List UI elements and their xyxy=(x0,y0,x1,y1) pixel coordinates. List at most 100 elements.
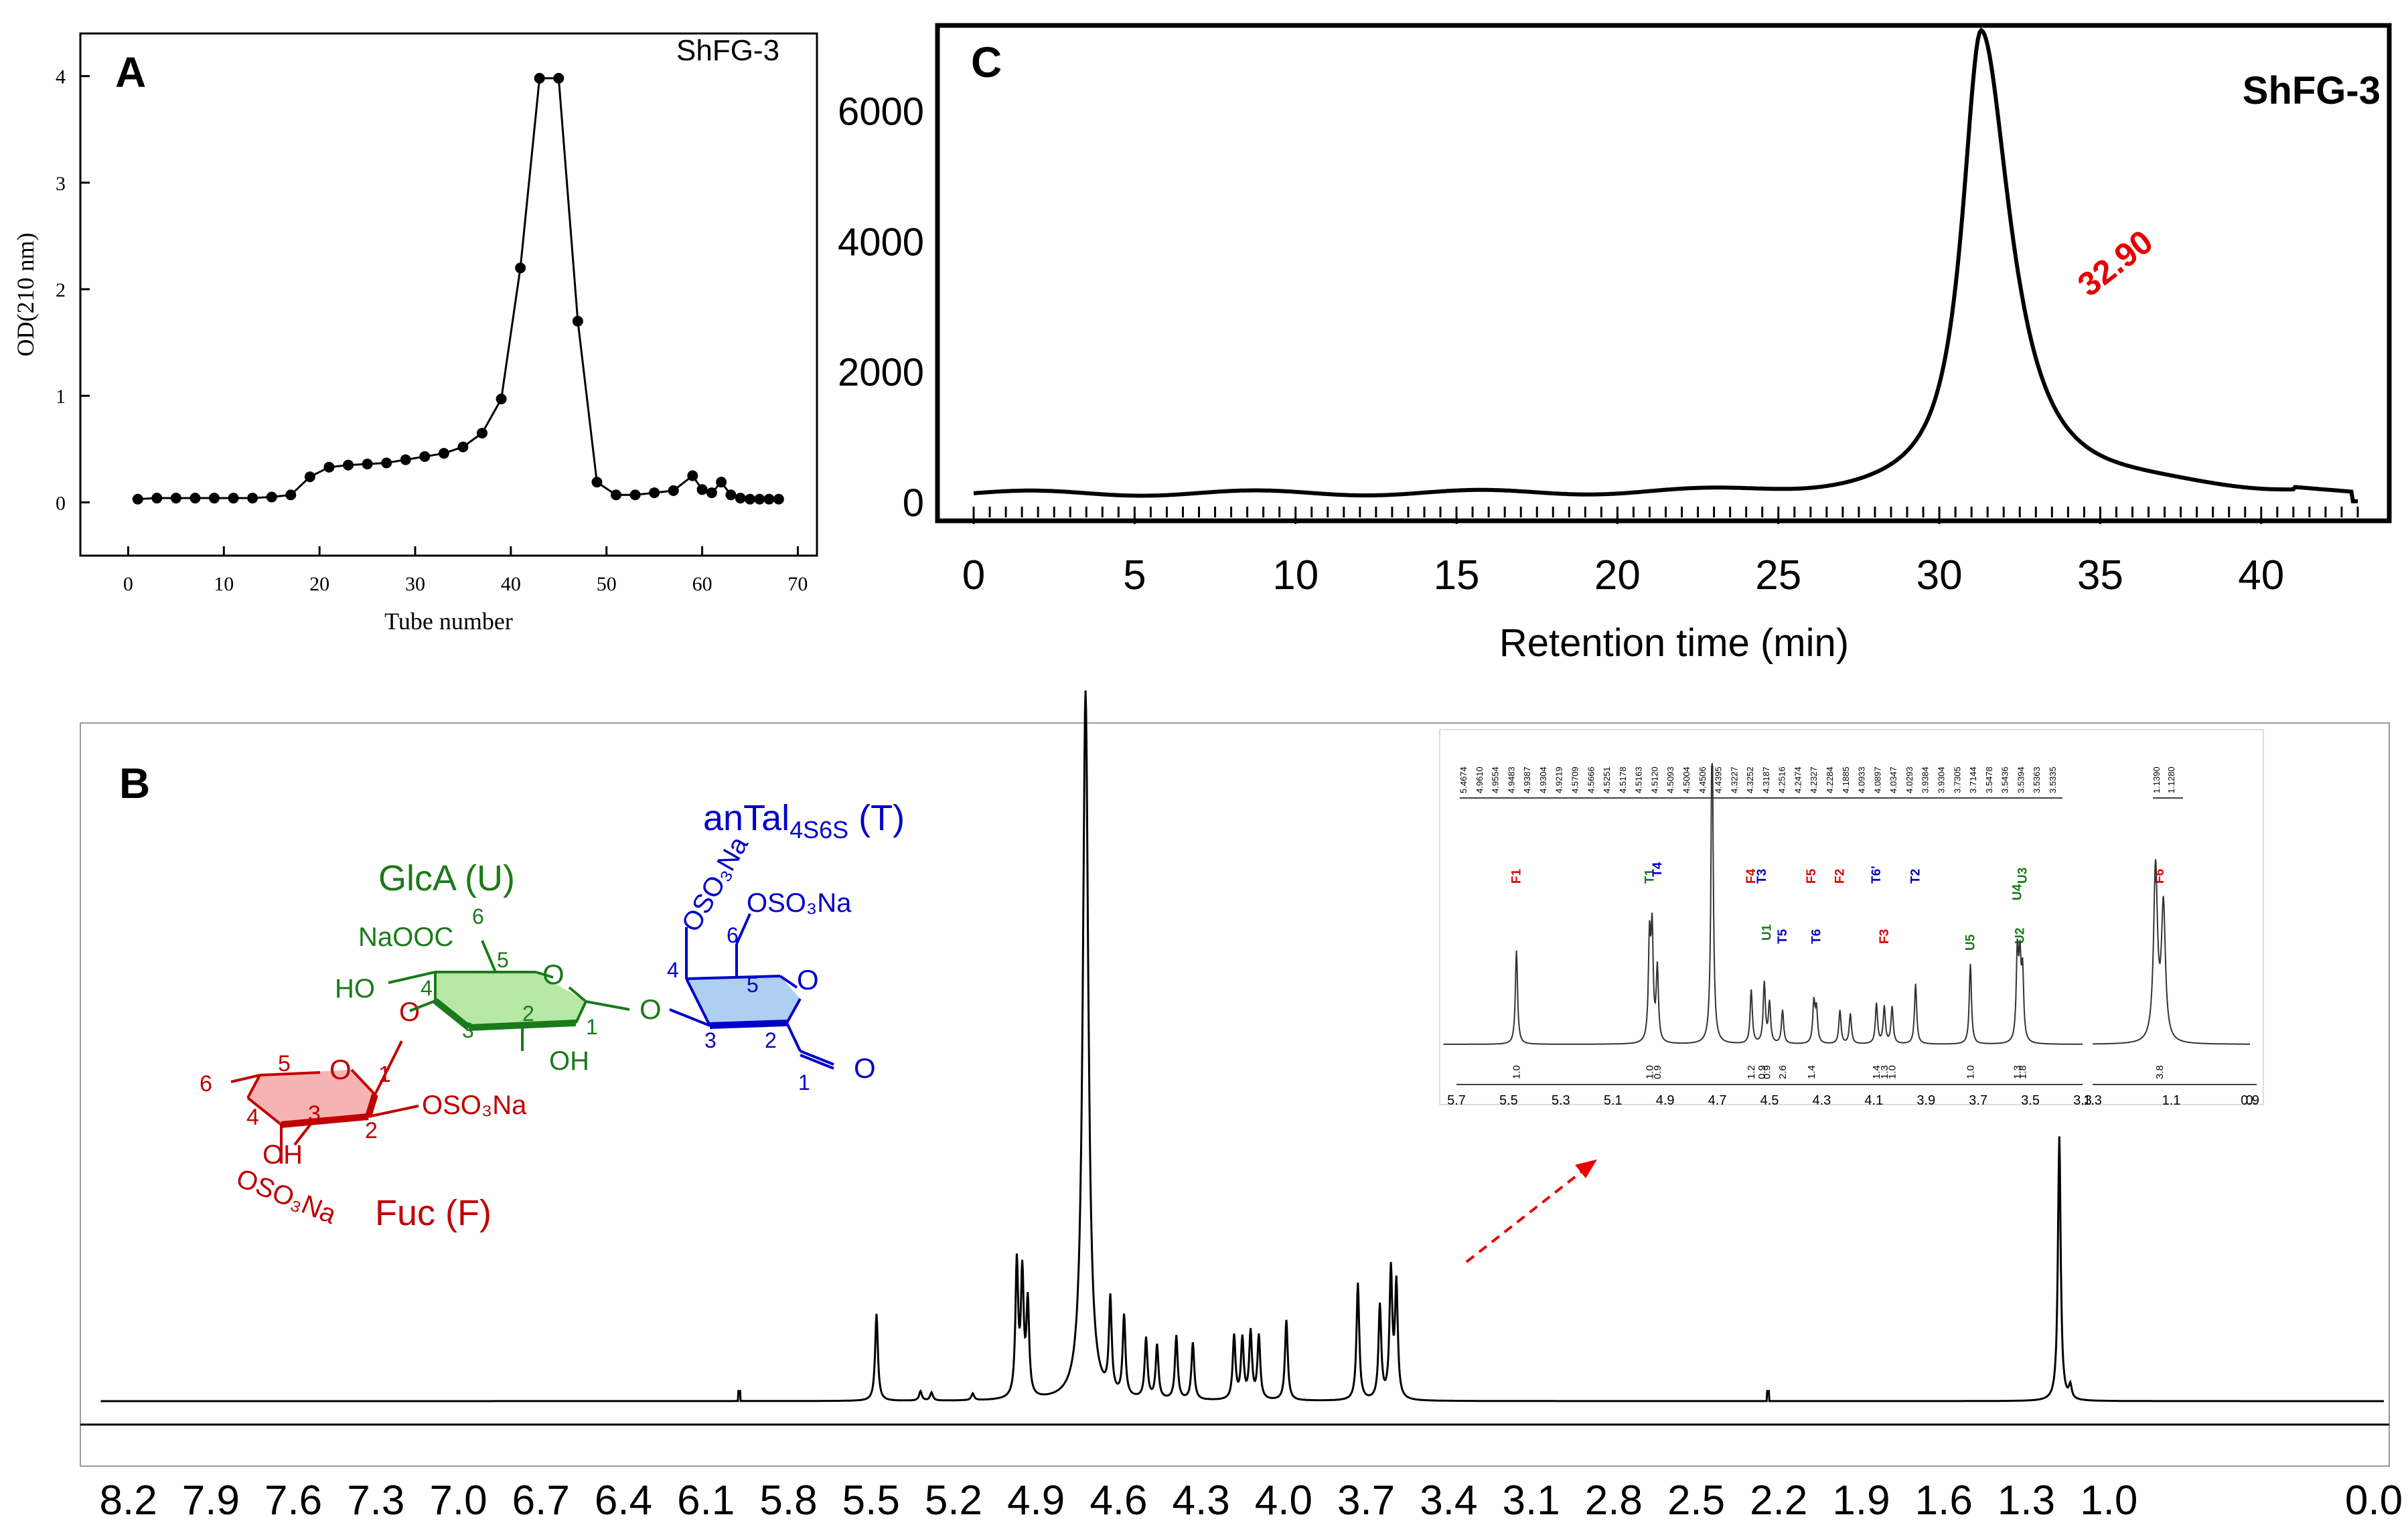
panel-a-xtick-label: 50 xyxy=(597,573,617,595)
antal-label: anTal4S6S (T) xyxy=(703,798,905,844)
panel-b-xtick-label: 5.5 xyxy=(842,1477,900,1524)
inset-peak-value: 4.5251 xyxy=(1602,767,1612,793)
glca-bond xyxy=(568,986,587,1003)
panel-a-point xyxy=(716,477,727,488)
inset-peak-value: 4.5163 xyxy=(1634,767,1644,793)
antal-label-tail: (T) xyxy=(848,798,905,838)
panel-a-ytick-label: 1 xyxy=(56,386,66,408)
inset-xtick-label: 5.7 xyxy=(1447,1093,1466,1108)
panel-a-point xyxy=(151,493,163,504)
inset-assignment-label: U1 xyxy=(1760,924,1775,941)
glca-num: 5 xyxy=(497,948,509,972)
panel-a-series xyxy=(132,72,784,505)
inset-assignment-label: T1 xyxy=(1643,868,1657,884)
inset-assignment-label: U3 xyxy=(2016,868,2030,884)
inset-integral: 1.0 xyxy=(1887,1065,1898,1079)
fuc-bond xyxy=(259,1071,321,1076)
inset-integral: 1.0 xyxy=(1965,1065,1977,1079)
panel-b-xtick-label: 1.9 xyxy=(1832,1477,1890,1524)
inset-assignment-label: U4 xyxy=(2011,884,2025,900)
panel-a-point xyxy=(457,441,469,453)
inset-assignment-label: F4 xyxy=(1744,868,1758,884)
inset-peak-value: 4.1885 xyxy=(1841,767,1851,793)
panel-b-xtick-label: 2.2 xyxy=(1750,1477,1807,1524)
inset-peak-value: 4.9304 xyxy=(1538,767,1548,793)
inset-peak-value: 1.1390 xyxy=(2152,767,2162,793)
panel-a-xlabel: Tube number xyxy=(384,608,513,635)
fuc-bond-bold xyxy=(281,1113,369,1128)
antal-aldehyde-o: O xyxy=(854,1052,876,1084)
fuc-oso3na-2: OSO₃Na xyxy=(422,1091,527,1120)
inset-xtick-label: 1.3 xyxy=(2083,1093,2102,1108)
antal-num: 6 xyxy=(727,923,739,947)
fuc-o: O xyxy=(329,1054,352,1085)
peak-annotation: 32.90 xyxy=(2071,223,2160,304)
inset-peak-value: 4.0293 xyxy=(1904,767,1914,793)
antal-num: 5 xyxy=(747,973,759,997)
fuc-bond xyxy=(374,1040,403,1095)
fuc-bond xyxy=(350,1068,376,1096)
glca-bond xyxy=(535,971,554,979)
panel-b-xtick-label: 1.3 xyxy=(1998,1477,2055,1524)
panel-a-point xyxy=(773,493,784,505)
panel-b-spectrum xyxy=(100,690,2384,1402)
fuc-ring xyxy=(230,1040,419,1163)
inset-xtick-label: 5.1 xyxy=(1604,1093,1623,1108)
panel-a-point xyxy=(266,491,277,503)
fuc-num: 6 xyxy=(200,1071,212,1097)
glca-label: GlcA (U) xyxy=(378,858,515,898)
panel-b-xtick-label: 7.0 xyxy=(429,1477,487,1524)
glca-oh: OH xyxy=(549,1046,589,1076)
inset-peak-value: 3.5436 xyxy=(2000,767,2010,793)
panel-a-point xyxy=(706,487,717,499)
inset-xtick-label: 0.9 xyxy=(2241,1093,2259,1108)
panel-a-point xyxy=(611,489,621,501)
inset-peak-value: 4.3227 xyxy=(1729,767,1739,793)
panel-a-point xyxy=(132,493,143,505)
panel-b-xtick-label: 2.8 xyxy=(1585,1477,1643,1524)
inset-series xyxy=(1443,762,2250,1045)
panel-c-xtick-label: 25 xyxy=(1755,552,1801,598)
glca-num: 2 xyxy=(522,1001,534,1026)
antal-ring xyxy=(669,913,834,1070)
panel-c-xtick-label: 15 xyxy=(1434,552,1480,598)
fuc-link-o: O xyxy=(399,997,420,1027)
panel-a-point xyxy=(247,493,258,504)
panel-a-point xyxy=(285,489,297,501)
inset-peak-value: 4.2327 xyxy=(1809,767,1819,793)
antal-label-main: anTal xyxy=(703,798,789,838)
inset-assignment-label: T3 xyxy=(1755,869,1769,884)
panel-b-xtick-label: 7.6 xyxy=(265,1477,322,1524)
antal-bond xyxy=(686,975,781,980)
fuc-oso3na-4: OSO₃Na xyxy=(232,1163,341,1230)
nmr-inset: 5.4674 4.9610 4.9554 4.9483 4.9387 4.9304 4.92… xyxy=(1439,729,2264,1108)
panel-b-xtick-label: 5.8 xyxy=(759,1477,817,1524)
panel-b-xtick-label: 7.9 xyxy=(182,1477,240,1524)
glca-num: 3 xyxy=(462,1018,474,1042)
panel-a-point xyxy=(649,487,660,499)
glca-ring-fill xyxy=(435,972,586,1028)
inset-peak-value: 4.3252 xyxy=(1745,767,1755,793)
antal-label-sub: 4S6S xyxy=(789,816,848,844)
inset-xticks: 5.7 5.5 5.3 5.1 4.9 4.7 4.5 4.3 4.1 3.9 3.7 3.5 3.31… xyxy=(1447,1093,2259,1108)
inset-peak-value: 5.4674 xyxy=(1458,767,1469,793)
glca-ho: HO xyxy=(335,974,375,1004)
panel-c-xticks: 0 5 10 15 20 25 30 35 40 xyxy=(962,552,2284,598)
inset-peak-value: 3.7144 xyxy=(1968,767,1978,793)
panel-b-xtick-label: 1.6 xyxy=(1915,1477,1973,1524)
panel-c-xlabel: Retention time (min) xyxy=(1499,621,1849,665)
panel-b-xticks: 8.2 7.9 7.6 7.3 7.0 6.7 6.4 6.1 5.8 5.5 5.2 4.9 4.6 4… xyxy=(100,1477,2403,1524)
inset-peak-value: 4.2474 xyxy=(1793,767,1803,793)
panel-a-point xyxy=(763,493,775,505)
fuc-bond-bold xyxy=(365,1093,378,1118)
inset-peak-value: 4.4506 xyxy=(1698,767,1708,793)
panel-a-xtick-label: 10 xyxy=(214,573,234,595)
inset-peak-value: 3.5394 xyxy=(2016,767,2026,793)
inset-peak-value: 4.5666 xyxy=(1586,767,1596,793)
panel-a-point xyxy=(304,471,315,483)
antal-oso3na-6: OSO₃Na xyxy=(747,888,852,918)
inset-xtick-label: 3.9 xyxy=(1916,1093,1935,1108)
inset-peak-value: 4.5093 xyxy=(1665,767,1675,793)
fuc-num: 4 xyxy=(246,1105,259,1130)
panel-b-xtick-label: 0.0 xyxy=(2345,1477,2403,1524)
